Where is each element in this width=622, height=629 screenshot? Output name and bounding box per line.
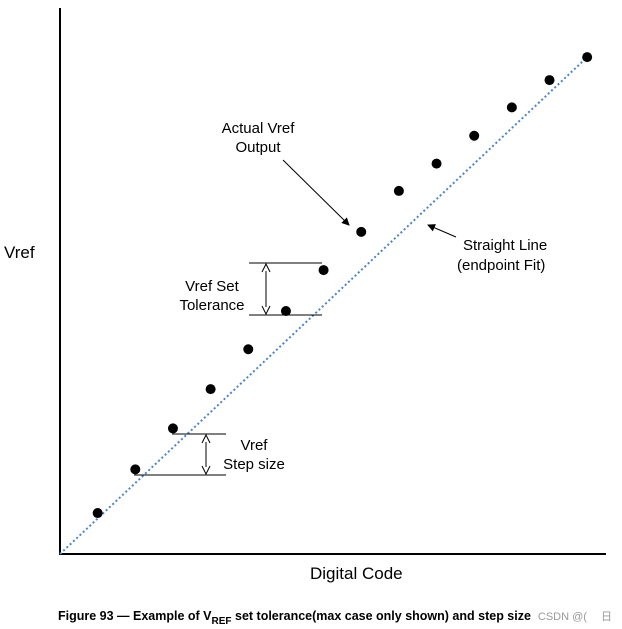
data-point [544, 75, 555, 86]
data-point [431, 158, 442, 169]
watermark: CSDN @( 日 [538, 611, 612, 623]
tolerance-arrow-up-icon [261, 262, 271, 273]
tolerance-label-line2: Tolerance [179, 297, 244, 314]
data-point [318, 265, 329, 276]
straight-line-label-line1: Straight Line [463, 237, 547, 254]
data-point [393, 185, 404, 196]
tolerance-label-line1: Vref Set [185, 278, 239, 295]
data-point [469, 130, 480, 141]
figure-caption: Figure 93 — Example of VREF set toleranc… [58, 609, 531, 627]
data-point [506, 102, 517, 113]
data-point [130, 464, 141, 475]
actual-vref-label-line1: Actual Vref [222, 120, 296, 137]
data-point [356, 226, 367, 237]
data-point [280, 306, 291, 317]
data-point [167, 423, 178, 434]
step-arrow-up-icon [201, 433, 211, 444]
data-point [92, 508, 103, 519]
data-point [205, 384, 216, 395]
actual-vref-points [92, 52, 593, 519]
actual-vref-arrow [282, 159, 350, 226]
data-point [243, 344, 254, 355]
step-label-line2: Step size [223, 456, 285, 473]
tolerance-arrow-down-icon [261, 305, 271, 316]
step-label-line1: Vref [241, 437, 269, 454]
caption-subscript: REF [212, 616, 232, 627]
caption-suffix: set tolerance(max case only shown) and s… [232, 609, 531, 623]
actual-vref-label-line2: Output [235, 139, 281, 156]
data-point [582, 52, 593, 63]
caption-prefix: Figure 93 — Example of V [58, 609, 212, 623]
straight-line-endpoint-fit [59, 56, 588, 555]
straight-line-label-line2: (endpoint Fit) [457, 257, 545, 274]
step-arrow-down-icon [201, 465, 211, 476]
x-axis-label: Digital Code [310, 564, 403, 583]
y-axis-label: Vref [4, 243, 35, 262]
straight-line-arrow [427, 224, 457, 238]
